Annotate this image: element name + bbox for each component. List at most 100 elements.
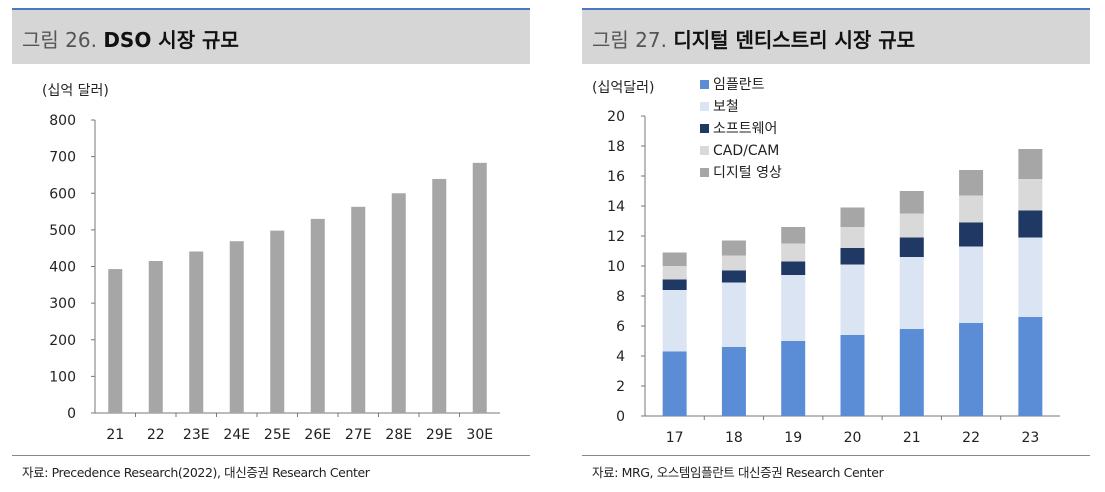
x-tick-label: 22 [147, 427, 165, 443]
y-unit-label: (십억 달러) [42, 83, 109, 99]
figure-number: 그림 27. [592, 28, 667, 52]
bar-segment [781, 261, 806, 275]
figure-27-panel: 그림 27. 디지털 덴티스트리 시장 규모 (십억달러) 0 2 4 6 8 10 12 1… [570, 0, 1090, 492]
y-tick-label: 18 [607, 139, 625, 155]
bar [310, 218, 325, 413]
bar-segment [721, 347, 746, 416]
bar-segment [721, 255, 746, 271]
y-unit-label: (십억달러) [592, 80, 654, 96]
axes: 0 2 4 6 8 10 12 14 16 18 20 17 18 19 20 21 22 23 [607, 109, 1060, 446]
bar-segment [662, 252, 687, 266]
bar-segment [781, 275, 806, 341]
bar-segment [959, 246, 984, 323]
y-tick-label: 12 [607, 229, 625, 245]
y-tick-label: 100 [49, 369, 76, 385]
source-note: 자료: MRG, 오스템임플란트 대신증권 Research Center [592, 465, 884, 480]
bar-segment [781, 227, 806, 244]
bar-segment [1018, 237, 1043, 317]
bar-segment [662, 279, 687, 290]
bar [472, 162, 487, 413]
bar-segment [662, 290, 687, 352]
y-tick-label: 10 [607, 259, 625, 275]
x-tick-label: 29E [426, 427, 453, 443]
dso-market-bar-chart: (십억 달러) 0 100 200 300 400 500 600 700 800 21 22 23E… [42, 83, 500, 443]
x-tick-label: 21 [903, 430, 921, 446]
x-tick-label: 21 [106, 427, 124, 443]
legend-swatch [700, 168, 709, 177]
x-tick-label: 28E [385, 427, 412, 443]
y-tick-label: 2 [616, 379, 625, 395]
bars [108, 162, 487, 413]
bar-segment [899, 329, 924, 416]
bar-segment [721, 240, 746, 256]
bar [148, 261, 163, 413]
x-tick-label: 19 [784, 430, 802, 446]
bar-segment [662, 351, 687, 416]
y-tick-label: 400 [49, 260, 76, 276]
y-tick-label: 0 [616, 409, 625, 425]
legend-label: 소프트웨어 [713, 121, 777, 137]
x-tick-label: 27E [345, 427, 372, 443]
bar-segment [840, 335, 865, 416]
figure-title-bar: 그림 27. 디지털 덴티스트리 시장 규모 [582, 10, 1090, 64]
y-tick-label: 700 [49, 150, 76, 166]
x-tick-label: 26E [304, 427, 331, 443]
legend-swatch [700, 124, 709, 133]
bar-segment [1018, 317, 1043, 416]
bar [351, 206, 366, 413]
bar-segment [840, 227, 865, 248]
bar-segment [899, 257, 924, 329]
x-tick-label: 23 [1021, 430, 1039, 446]
x-tick-label: 17 [666, 430, 684, 446]
x-tick-label: 25E [264, 427, 291, 443]
digital-dentistry-stacked-bar-chart: (십억달러) 0 2 4 6 8 10 12 14 16 18 20 17 18 19 20 21 22 23 임… [592, 77, 1060, 446]
bar-segment [959, 222, 984, 247]
y-tick-label: 600 [49, 186, 76, 202]
y-tick-label: 14 [607, 199, 625, 215]
bar-segment [840, 264, 865, 335]
figure-top-rule [582, 8, 1090, 10]
figure-top-rule [12, 8, 530, 10]
bar-segment [1018, 149, 1043, 179]
y-tick-label: 800 [49, 113, 76, 129]
legend-swatch [700, 80, 709, 89]
bar-segment [1018, 210, 1043, 238]
bar-segment [781, 243, 806, 262]
bar-segment [721, 282, 746, 347]
y-tick-label: 0 [67, 406, 76, 422]
bar [108, 269, 123, 413]
bar-segment [840, 248, 865, 265]
y-tick-label: 4 [616, 349, 625, 365]
x-tick-label: 30E [466, 427, 493, 443]
bar-segment [899, 191, 924, 214]
figure-title-bar: 그림 26. DSO 시장 규모 [12, 10, 530, 64]
figure-bottom-rule [12, 455, 530, 456]
bar-segment [781, 341, 806, 416]
legend-swatch [700, 146, 709, 155]
y-tick-label: 6 [616, 319, 625, 335]
figure-title: DSO 시장 규모 [103, 28, 239, 52]
legend-label: 임플란트 [713, 77, 765, 93]
y-tick-label: 16 [607, 169, 625, 185]
figure-title: 디지털 덴티스트리 시장 규모 [673, 28, 916, 52]
bar-segment [959, 170, 984, 196]
bar-segment [899, 213, 924, 238]
bar [391, 193, 406, 413]
bar [229, 241, 244, 413]
y-tick-label: 8 [616, 289, 625, 305]
stacked-bars [662, 149, 1043, 416]
x-tick-label: 23E [183, 427, 210, 443]
figure-number: 그림 26. [22, 28, 97, 52]
legend-label: 보철 [713, 99, 739, 115]
bar-segment [662, 266, 687, 280]
bar-segment [840, 207, 865, 227]
bar-segment [1018, 179, 1043, 211]
bar-segment [959, 323, 984, 416]
x-tick-label: 24E [223, 427, 250, 443]
x-tick-label: 20 [844, 430, 862, 446]
y-tick-label: 20 [607, 109, 625, 125]
legend-label: CAD/CAM [713, 143, 779, 159]
figure-26-panel: 그림 26. DSO 시장 규모 (십억 달러) 0 100 200 300 400 50… [0, 0, 530, 492]
y-tick-label: 200 [49, 333, 76, 349]
bar-segment [959, 195, 984, 223]
